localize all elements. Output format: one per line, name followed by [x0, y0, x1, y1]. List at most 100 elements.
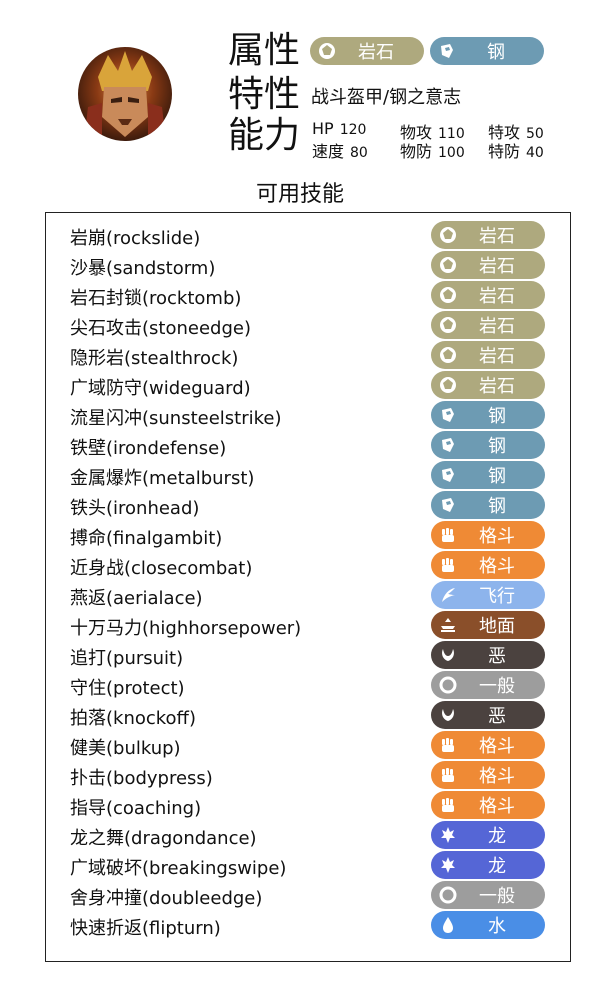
move-type-badge: 恶	[431, 701, 545, 729]
move-type-badge: 钢	[431, 491, 545, 519]
stats-label: 能力	[228, 115, 301, 156]
move-name: 龙之舞(dragondance)	[70, 828, 257, 849]
move-name: 搏命(finalgambit)	[70, 528, 223, 549]
rock-icon	[437, 344, 459, 366]
warrior-portrait-image	[84, 51, 166, 141]
move-name: 健美(bulkup)	[70, 738, 181, 759]
move-type-badge: 格斗	[431, 551, 545, 579]
ground-icon	[437, 614, 459, 636]
move-name: 金属爆炸(metalburst)	[70, 468, 255, 489]
move-name: 十万马力(highhorsepower)	[70, 618, 302, 639]
dragon-icon	[437, 854, 459, 876]
fighting-icon	[437, 524, 459, 546]
move-type-label: 格斗	[479, 556, 515, 577]
fighting-icon	[437, 554, 459, 576]
move-row: 尖石攻击(stoneedge) 岩石	[46, 310, 570, 340]
move-row: 舍身冲撞(doubleedge) 一般	[46, 880, 570, 910]
move-type-label: 岩石	[479, 286, 515, 307]
move-type-label: 格斗	[479, 736, 515, 757]
move-type-badge: 水	[431, 911, 545, 939]
move-type-badge: 钢	[431, 431, 545, 459]
move-name: 岩石封锁(rocktomb)	[70, 288, 242, 309]
move-type-badge: 岩石	[431, 311, 545, 339]
move-type-label: 岩石	[479, 346, 515, 367]
moves-section-title: 可用技能	[255, 182, 344, 207]
stat-sp-defense: 特防 40	[488, 142, 544, 161]
stat-speed: 速度 80	[312, 142, 368, 161]
water-icon	[437, 914, 459, 936]
move-type-badge: 岩石	[431, 341, 545, 369]
move-type-label: 格斗	[479, 526, 515, 547]
pokemon-type-badge-steel: 钢	[430, 37, 544, 65]
pokemon-avatar	[78, 47, 172, 141]
move-row: 广域破坏(breakingswipe) 龙	[46, 850, 570, 880]
stat-hp: HP 120	[312, 119, 367, 138]
move-row: 铁壁(irondefense) 钢	[46, 430, 570, 460]
move-type-label: 地面	[479, 616, 515, 637]
move-type-badge: 一般	[431, 671, 545, 699]
stat-defense: 物防 100	[400, 142, 465, 161]
move-row: 流星闪冲(sunsteelstrike) 钢	[46, 400, 570, 430]
steel-icon	[437, 464, 459, 486]
move-name: 舍身冲撞(doubleedge)	[70, 888, 263, 909]
move-row: 十万马力(highhorsepower) 地面	[46, 610, 570, 640]
move-name: 隐形岩(stealthrock)	[70, 348, 239, 369]
fighting-icon	[437, 794, 459, 816]
move-type-badge: 岩石	[431, 251, 545, 279]
rock-icon	[437, 254, 459, 276]
normal-icon	[437, 674, 459, 696]
pokemon-type-badge-rock: 岩石	[310, 37, 424, 65]
move-row: 拍落(knockoff) 恶	[46, 700, 570, 730]
move-type-badge: 一般	[431, 881, 545, 909]
dark-icon	[437, 644, 459, 666]
move-row: 沙暴(sandstorm) 岩石	[46, 250, 570, 280]
steel-icon	[437, 434, 459, 456]
move-name: 燕返(aerialace)	[70, 588, 203, 609]
fighting-icon	[437, 734, 459, 756]
move-type-label: 岩石	[479, 316, 515, 337]
rock-icon	[316, 40, 338, 62]
flying-icon	[437, 584, 459, 606]
move-type-label: 一般	[479, 676, 515, 697]
move-type-badge: 龙	[431, 821, 545, 849]
move-type-label: 格斗	[479, 796, 515, 817]
move-type-badge: 岩石	[431, 221, 545, 249]
move-name: 指导(coaching)	[70, 798, 202, 819]
move-name: 快速折返(flipturn)	[70, 918, 221, 939]
ability-label: 特性	[228, 74, 301, 115]
move-row: 岩崩(rockslide) 岩石	[46, 220, 570, 250]
move-type-badge: 龙	[431, 851, 545, 879]
move-type-badge: 钢	[431, 461, 545, 489]
ability-list: 战斗盔甲/钢之意志	[311, 87, 462, 108]
rock-icon	[437, 284, 459, 306]
steel-icon	[437, 404, 459, 426]
move-row: 指导(coaching) 格斗	[46, 790, 570, 820]
move-row: 守住(protect) 一般	[46, 670, 570, 700]
rock-icon	[437, 374, 459, 396]
move-type-badge: 格斗	[431, 761, 545, 789]
move-type-label: 水	[488, 916, 506, 937]
move-type-label: 飞行	[479, 586, 515, 607]
move-type-label: 龙	[488, 826, 506, 847]
move-row: 扑击(bodypress) 格斗	[46, 760, 570, 790]
move-row: 快速折返(flipturn) 水	[46, 910, 570, 940]
normal-icon	[437, 884, 459, 906]
move-type-label: 岩石	[479, 376, 515, 397]
move-name: 守住(protect)	[70, 678, 185, 699]
move-name: 追打(pursuit)	[70, 648, 184, 669]
move-type-label: 岩石	[479, 256, 515, 277]
stat-sp-attack: 特攻 50	[488, 123, 544, 142]
type-label: 属性	[228, 30, 301, 71]
move-type-label: 钢	[488, 436, 506, 457]
move-type-badge: 格斗	[431, 731, 545, 759]
rock-icon	[437, 224, 459, 246]
move-row: 龙之舞(dragondance) 龙	[46, 820, 570, 850]
dragon-icon	[437, 824, 459, 846]
move-row: 燕返(aerialace) 飞行	[46, 580, 570, 610]
move-name: 沙暴(sandstorm)	[70, 258, 216, 279]
move-row: 健美(bulkup) 格斗	[46, 730, 570, 760]
move-type-badge: 恶	[431, 641, 545, 669]
move-type-badge: 岩石	[431, 281, 545, 309]
move-type-label: 钢	[488, 406, 506, 427]
move-name: 广域破坏(breakingswipe)	[70, 858, 287, 879]
